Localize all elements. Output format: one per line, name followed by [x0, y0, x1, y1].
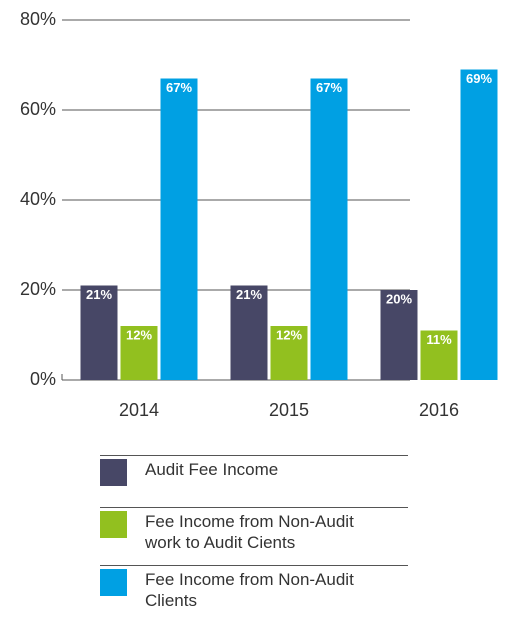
- bar: [80, 285, 118, 380]
- chart: 0% 20% 40% 60% 80% 2014 21% 12% 67% 2015 21% 12% 67%…: [20, 9, 498, 420]
- value-label: 67%: [316, 80, 342, 95]
- value-label: 12%: [126, 327, 152, 342]
- bar: [380, 290, 418, 380]
- bar: [270, 326, 308, 380]
- legend-entry: Audit Fee Income: [100, 455, 408, 486]
- value-label: 11%: [426, 332, 452, 347]
- legend-swatch: [100, 511, 127, 538]
- bar: [120, 326, 158, 380]
- x-tick-label: 2014: [119, 400, 159, 420]
- y-tick-label: 20%: [20, 279, 56, 299]
- y-tick-label: 40%: [20, 189, 56, 209]
- value-label: 69%: [466, 71, 492, 86]
- value-label: 67%: [166, 80, 192, 95]
- x-tick-label: 2016: [419, 400, 459, 420]
- value-label: 20%: [386, 291, 412, 306]
- y-tick-label: 60%: [20, 99, 56, 119]
- bar: [420, 330, 458, 380]
- y-tick-label: 80%: [20, 9, 56, 29]
- value-label: 12%: [276, 327, 302, 342]
- x-tick-label: 2015: [269, 400, 309, 420]
- bar: [160, 78, 198, 380]
- value-label: 21%: [86, 287, 112, 302]
- legend-label: Audit Fee Income: [145, 460, 279, 479]
- bar: [460, 69, 498, 380]
- legend-entry: Fee Income from Non-Audit Clients: [100, 565, 408, 610]
- legend-swatch: [100, 569, 127, 596]
- legend-swatch: [100, 459, 127, 486]
- y-tick-label: 0%: [30, 369, 56, 389]
- legend-label: Fee Income from Non-Audit Clients: [145, 570, 354, 610]
- bar: [230, 285, 268, 380]
- value-label: 21%: [236, 287, 262, 302]
- bar: [310, 78, 348, 380]
- legend-entry: Fee Income from Non-Audit work to Audit …: [100, 507, 408, 552]
- legend-label: Fee Income from Non-Audit work to Audit …: [145, 512, 354, 552]
